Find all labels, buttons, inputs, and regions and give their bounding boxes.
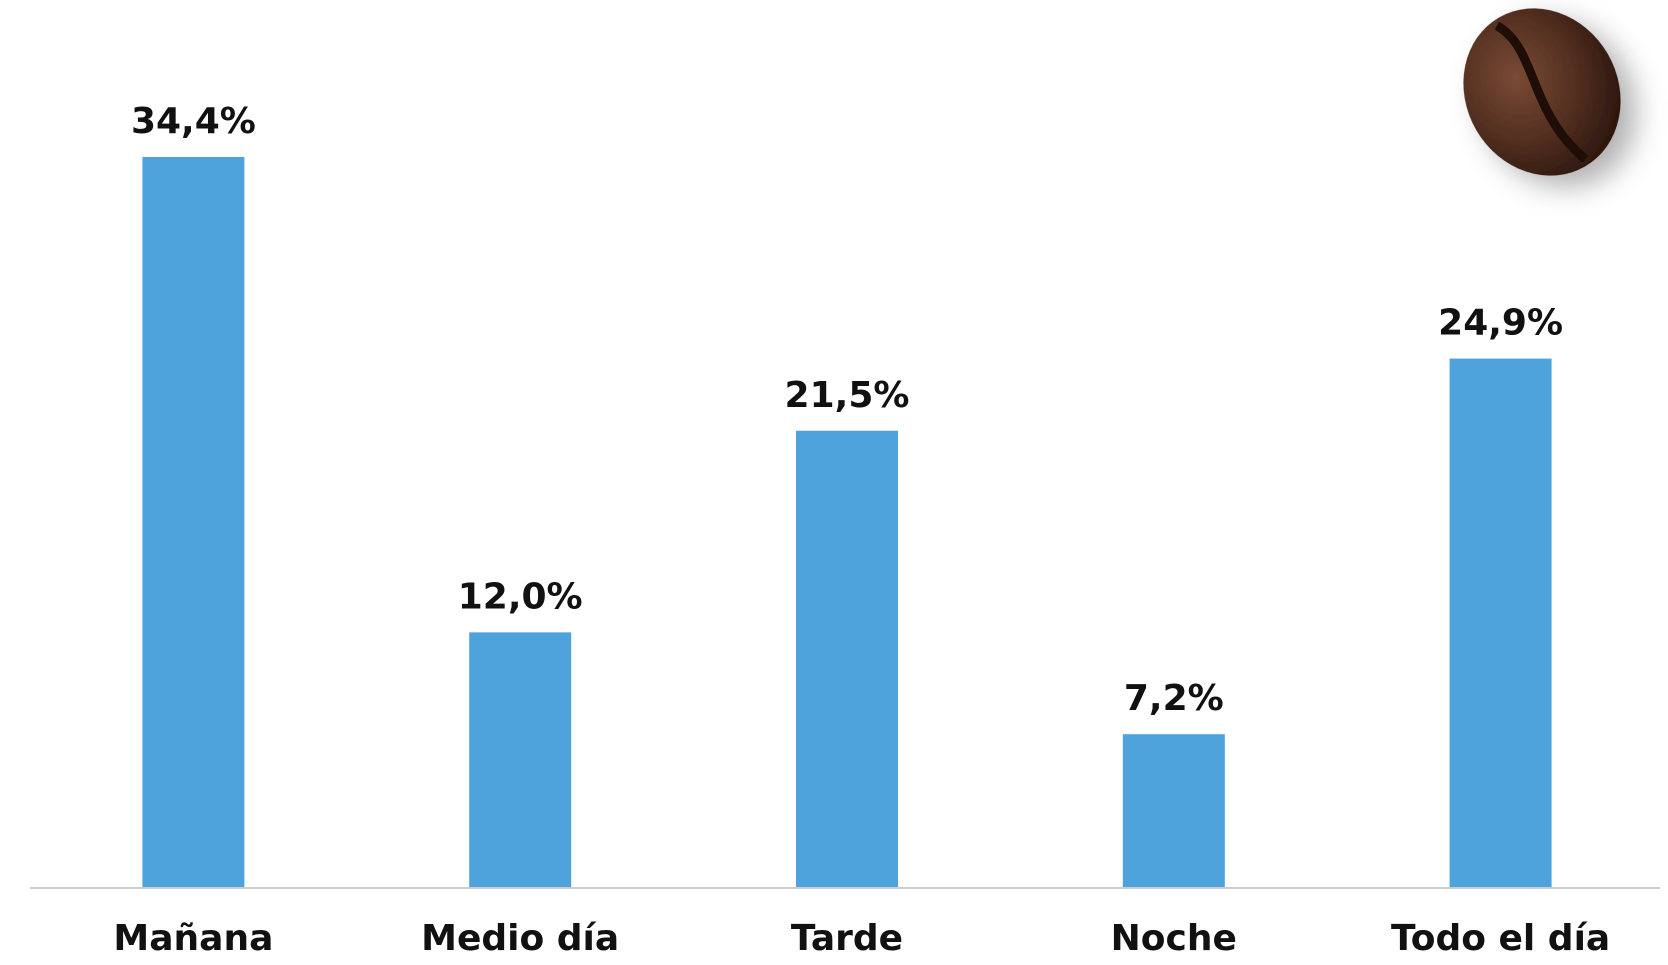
x-tick-label: Tarde	[791, 918, 903, 959]
value-label: 21,5%	[785, 375, 910, 416]
bar	[142, 157, 244, 887]
x-tick-label: Todo el día	[1391, 918, 1610, 959]
chart: 34,4% Mañana 12,0% Medio día 21,5% Tarde 7,2% N…	[0, 0, 1668, 965]
x-tick-label: Noche	[1111, 918, 1237, 959]
value-label: 7,2%	[1124, 678, 1224, 719]
value-label: 24,9%	[1438, 303, 1563, 344]
bar	[1123, 734, 1225, 887]
bar	[796, 431, 898, 887]
x-tick-label: Mañana	[113, 918, 273, 959]
value-label: 34,4%	[131, 101, 256, 142]
bar	[1450, 359, 1552, 887]
coffee-bean	[1433, 0, 1651, 204]
bar	[469, 632, 571, 887]
value-label: 12,0%	[458, 576, 583, 617]
x-tick-label: Medio día	[421, 918, 619, 959]
